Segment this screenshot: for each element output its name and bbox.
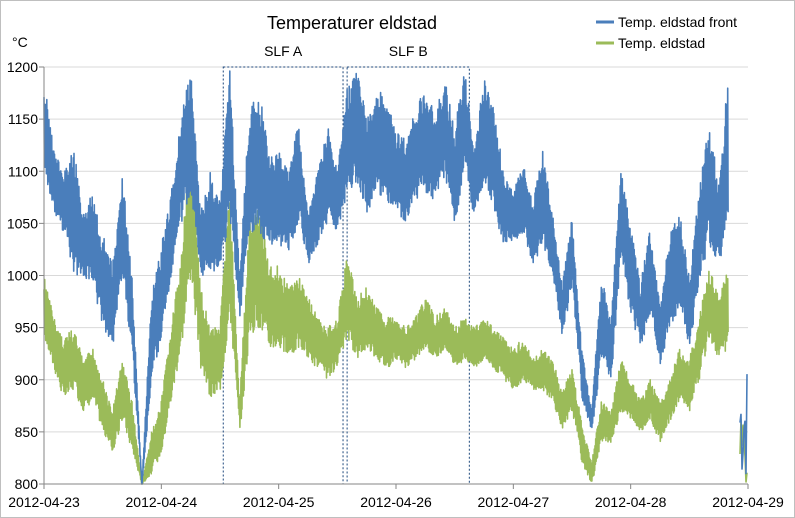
x-tick-label: 2012-04-26 — [360, 494, 432, 510]
y-tick-label: 1200 — [7, 59, 38, 75]
y-tick-label: 800 — [15, 476, 39, 492]
y-tick-label: 950 — [15, 320, 39, 336]
legend-label: Temp. eldstad front — [618, 14, 737, 30]
x-tick-label: 2012-04-29 — [712, 494, 784, 510]
x-tick-label: 2012-04-28 — [595, 494, 667, 510]
series-layer — [43, 70, 748, 485]
y-tick-labels: 800 850 900 950 1000 1050 1100 1150 1200 — [7, 59, 38, 492]
series-line — [43, 145, 729, 485]
y-tick-label: 1000 — [7, 268, 38, 284]
annotation-label: SLF B — [389, 43, 428, 59]
x-tick-label: 2012-04-27 — [478, 494, 550, 510]
x-tick-label: 2012-04-23 — [8, 494, 80, 510]
x-tick-labels: 2012-04-23 2012-04-24 2012-04-25 2012-04-26… — [8, 494, 784, 510]
legend-label: Temp. eldstad — [618, 35, 705, 51]
x-tick-label: 2012-04-24 — [126, 494, 198, 510]
y-tick-label: 900 — [15, 372, 39, 388]
series-line — [43, 70, 729, 485]
legend: Temp. eldstad front Temp. eldstad — [596, 14, 737, 51]
chart-title: Temperaturer eldstad — [267, 13, 437, 33]
x-tick-label: 2012-04-25 — [243, 494, 315, 510]
annotation-label: SLF A — [264, 43, 303, 59]
series-tail — [739, 374, 748, 475]
y-tick-label: 1050 — [7, 215, 38, 231]
y-tick-label: 1100 — [8, 163, 38, 179]
y-tick-label: 1150 — [8, 111, 38, 127]
axes — [39, 66, 749, 489]
y-axis-label: °C — [12, 34, 28, 50]
y-tick-label: 850 — [15, 424, 39, 440]
